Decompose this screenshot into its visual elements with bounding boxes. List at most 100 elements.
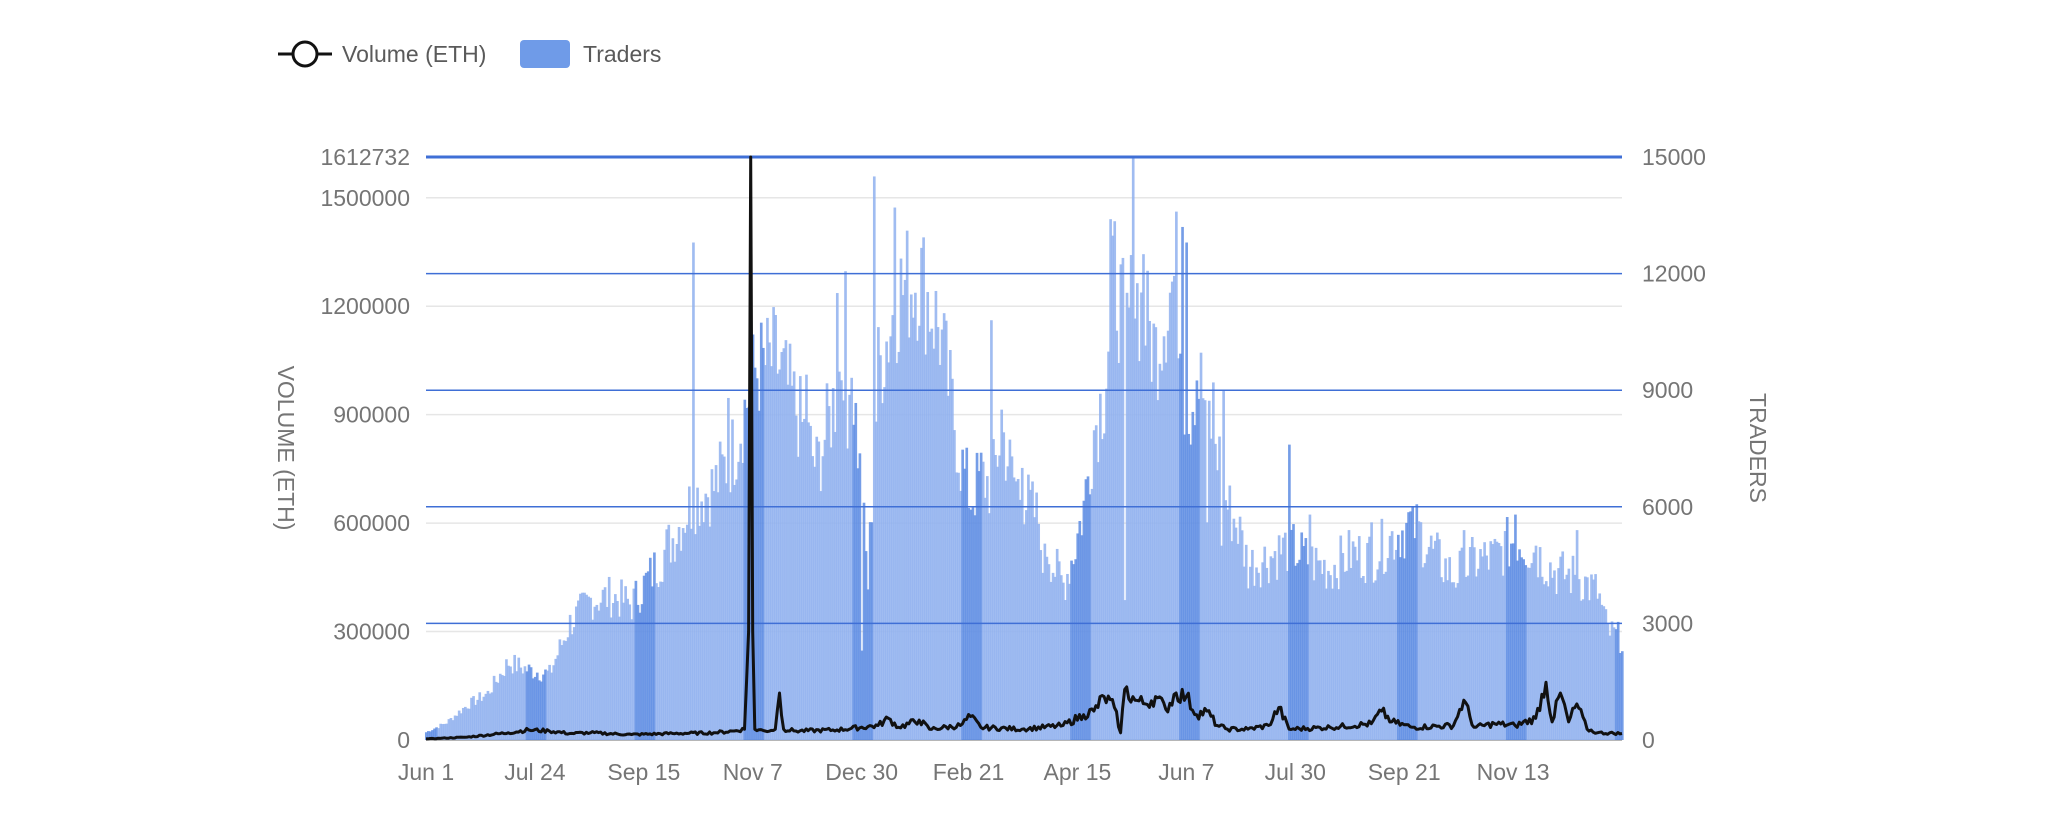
traders-bar — [862, 502, 866, 740]
traders-bar — [1546, 586, 1550, 740]
traders-bar — [424, 732, 428, 740]
traders-bar — [1283, 532, 1287, 740]
traders-bar — [1043, 543, 1047, 740]
traders-bar — [505, 659, 508, 740]
legend-traders[interactable]: Traders — [520, 40, 661, 68]
traders-bar — [1257, 572, 1260, 740]
traders-bar — [753, 367, 757, 740]
traders-bar — [784, 340, 788, 740]
traders-bar — [1101, 439, 1104, 740]
traders-bar — [1018, 499, 1022, 740]
traders-bar — [702, 522, 706, 740]
traders-bar — [1341, 553, 1345, 740]
traders-bar — [860, 650, 864, 740]
traders-bar — [698, 525, 701, 740]
traders-bar — [1473, 547, 1476, 740]
traders-bar — [1203, 400, 1207, 740]
traders-bar — [1518, 549, 1521, 740]
traders-bar — [1561, 551, 1565, 740]
traders-bar — [521, 673, 525, 740]
traders-bar — [992, 439, 995, 740]
traders-bar — [1555, 594, 1558, 740]
traders-bar — [480, 700, 484, 740]
traders-bar — [1152, 323, 1156, 740]
traders-bar — [1567, 568, 1571, 740]
traders-bar — [1596, 598, 1599, 740]
traders-bar — [1055, 548, 1059, 740]
traders-bar — [981, 461, 985, 740]
traders-bar — [1172, 275, 1176, 740]
traders-bar — [1002, 432, 1006, 740]
traders-bar — [996, 466, 999, 740]
traders-bar — [556, 655, 560, 740]
traders-bar — [1277, 535, 1281, 740]
traders-bar — [1335, 578, 1338, 740]
traders-bar — [429, 731, 432, 740]
traders-bar — [1464, 576, 1468, 740]
traders-bar — [597, 610, 601, 740]
traders-bar — [1304, 538, 1308, 740]
traders-bar — [523, 666, 527, 740]
traders-bar — [1327, 570, 1330, 740]
traders-bar — [761, 347, 765, 740]
traders-bar — [755, 378, 759, 740]
traders-bar — [1329, 575, 1332, 740]
traders-bar — [503, 675, 506, 740]
traders-bar — [951, 378, 954, 740]
traders-bar — [591, 619, 595, 740]
traders-bar — [848, 394, 851, 740]
traders-bar — [1495, 541, 1499, 740]
traders-bar — [805, 374, 808, 740]
traders-bar — [1129, 255, 1133, 740]
traders-bar — [909, 294, 913, 740]
traders-bar — [626, 598, 630, 740]
traders-bar — [1045, 556, 1049, 740]
traders-bar — [1066, 573, 1069, 740]
traders-bar — [1177, 358, 1180, 740]
traders-bar — [1579, 600, 1583, 740]
traders-bar — [807, 422, 810, 740]
traders-bar — [842, 400, 845, 740]
traders-bar — [1135, 283, 1139, 740]
traders-bar — [938, 364, 942, 740]
traders-bar — [593, 606, 597, 740]
traders-bar — [636, 604, 640, 740]
traders-bar — [893, 207, 897, 740]
traders-bar — [1000, 409, 1004, 740]
x-tick-label: Jul 24 — [504, 759, 566, 785]
traders-bar — [1238, 516, 1242, 740]
traders-bar — [990, 320, 993, 740]
traders-bar — [492, 675, 496, 740]
traders-bar — [1086, 476, 1090, 740]
traders-bar — [568, 614, 572, 740]
traders-bar — [1559, 556, 1562, 740]
traders-bar — [1154, 327, 1158, 740]
traders-bar — [1094, 425, 1098, 740]
traders-bar — [977, 471, 981, 740]
legend-volume[interactable]: Volume (ETH) — [278, 40, 486, 68]
traders-bar — [776, 373, 780, 740]
traders-bar — [564, 641, 568, 740]
traders-bar — [885, 341, 888, 740]
traders-bar — [517, 657, 521, 740]
x-tick-label: Sep 21 — [1368, 759, 1441, 785]
legend[interactable]: Volume (ETH) Traders — [278, 40, 661, 68]
traders-bar — [1088, 494, 1092, 740]
traders-bar — [1181, 226, 1184, 740]
traders-bar — [459, 713, 463, 740]
traders-bar — [1372, 582, 1375, 740]
traders-bar — [624, 586, 627, 740]
traders-bar — [1016, 479, 1020, 740]
traders-bar — [692, 242, 695, 741]
x-tick-label: Jul 30 — [1265, 759, 1326, 785]
traders-bar — [1394, 549, 1398, 740]
traders-bar — [1261, 562, 1265, 740]
traders-bar — [1041, 572, 1045, 740]
x-tick-label: Jun 7 — [1158, 759, 1214, 785]
traders-bar — [1423, 563, 1427, 740]
traders-bar — [881, 403, 884, 740]
traders-bar — [449, 718, 453, 740]
traders-bar — [1419, 522, 1423, 740]
traders-bar — [1205, 522, 1209, 740]
traders-bar — [813, 466, 817, 740]
